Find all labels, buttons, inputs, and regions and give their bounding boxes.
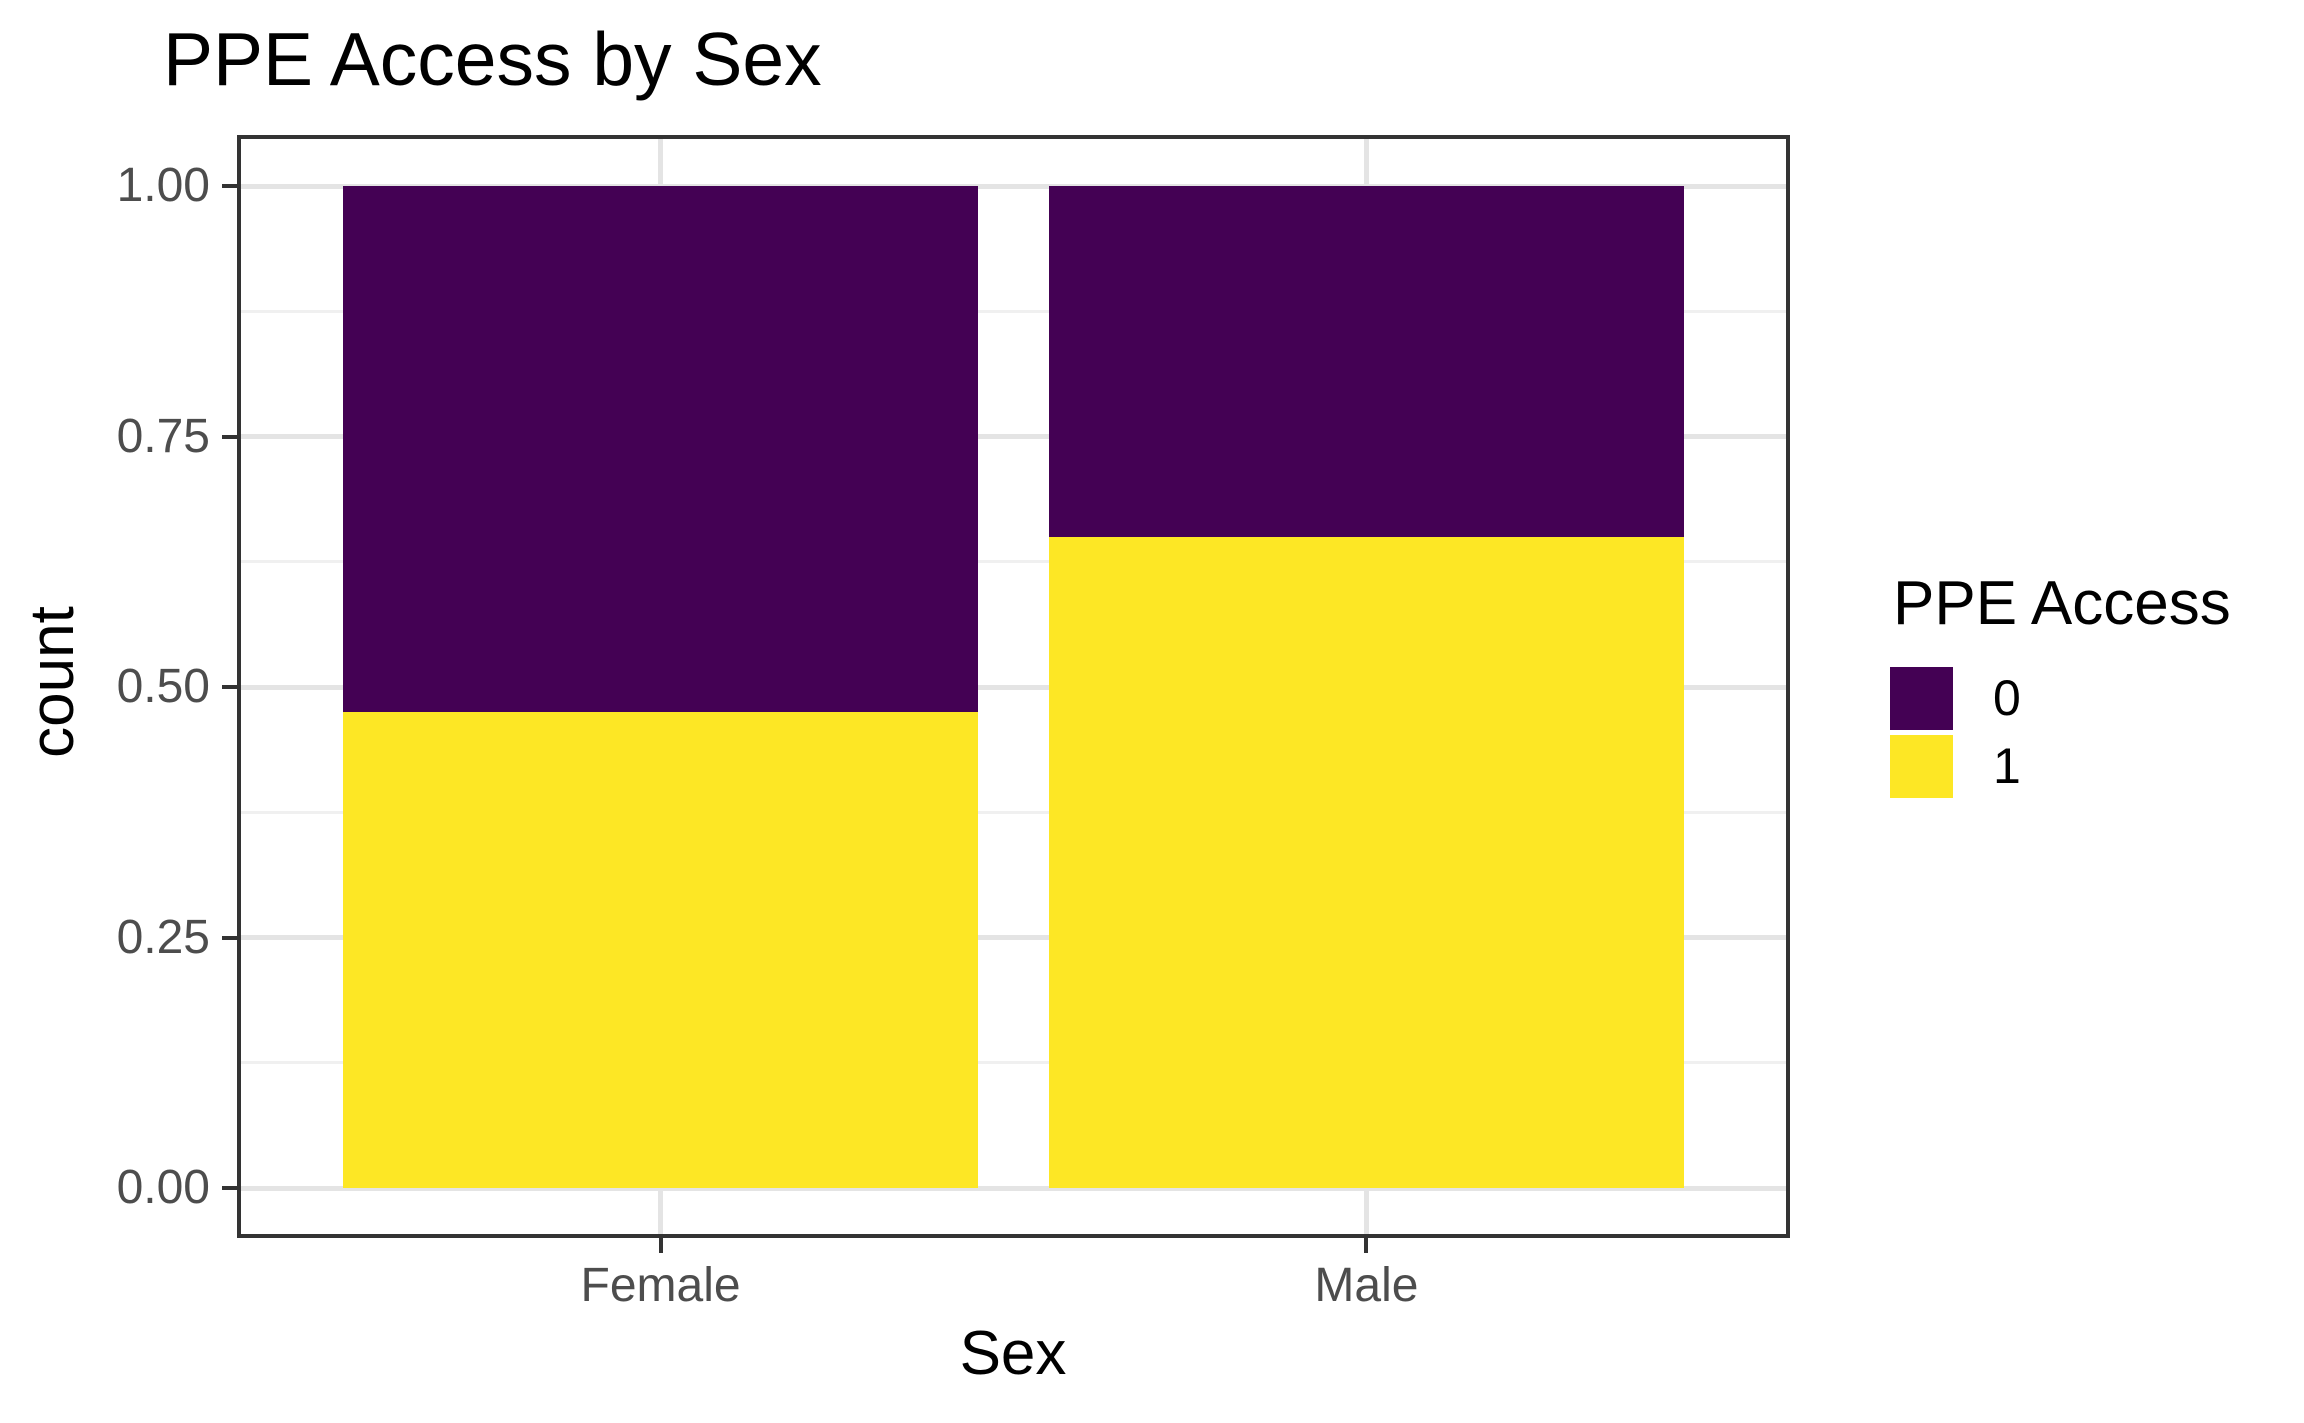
gridline-h-minor (237, 560, 1790, 564)
x-tick-label: Male (1314, 1259, 1419, 1312)
legend-label: 0 (1993, 670, 2021, 726)
gridline-h-minor (237, 810, 1790, 814)
y-tick-label: 0.75 (116, 409, 210, 463)
bar-male-segment-1 (1048, 536, 1685, 1188)
x-tick-mark (658, 1238, 663, 1253)
x-tick-label: Female (580, 1259, 741, 1312)
legend-label: 1 (1993, 738, 2021, 794)
y-tick-label: 0.50 (116, 660, 210, 713)
y-tick-label: 1.00 (116, 159, 210, 212)
legend-item-0: 0 (1890, 667, 2290, 730)
y-tick-mark (222, 434, 237, 439)
gridline-h-minor (237, 1061, 1790, 1065)
x-axis-title: Sex (959, 1319, 1067, 1388)
y-tick-mark (222, 1186, 237, 1190)
y-tick-mark (222, 935, 237, 940)
y-tick-label: 0.00 (116, 1161, 210, 1214)
gridline-h-minor (237, 309, 1790, 313)
y-tick-mark (222, 184, 237, 188)
gridline-h-major (237, 935, 1790, 940)
gridline-h-major (237, 1185, 1790, 1191)
bar-female-segment-0 (342, 186, 979, 713)
y-tick-mark (222, 685, 237, 689)
gridline-h-major (237, 684, 1790, 690)
y-tick-label: 0.25 (116, 910, 210, 964)
plot-title: PPE Access by Sex (163, 17, 822, 101)
legend-swatch-0 (1890, 667, 1953, 730)
legend-title: PPE Access (1893, 569, 2231, 638)
bar-male-segment-0 (1048, 186, 1685, 537)
panel-border (237, 135, 1790, 1238)
gridline-h-major (237, 434, 1790, 439)
plot-panel (237, 135, 1790, 1238)
bar-female-segment-1 (342, 712, 979, 1188)
legend-item-1: 1 (1890, 735, 2290, 798)
legend-swatch-1 (1890, 735, 1953, 798)
x-tick-mark (1364, 1238, 1369, 1253)
gridline-h-major (237, 183, 1790, 189)
